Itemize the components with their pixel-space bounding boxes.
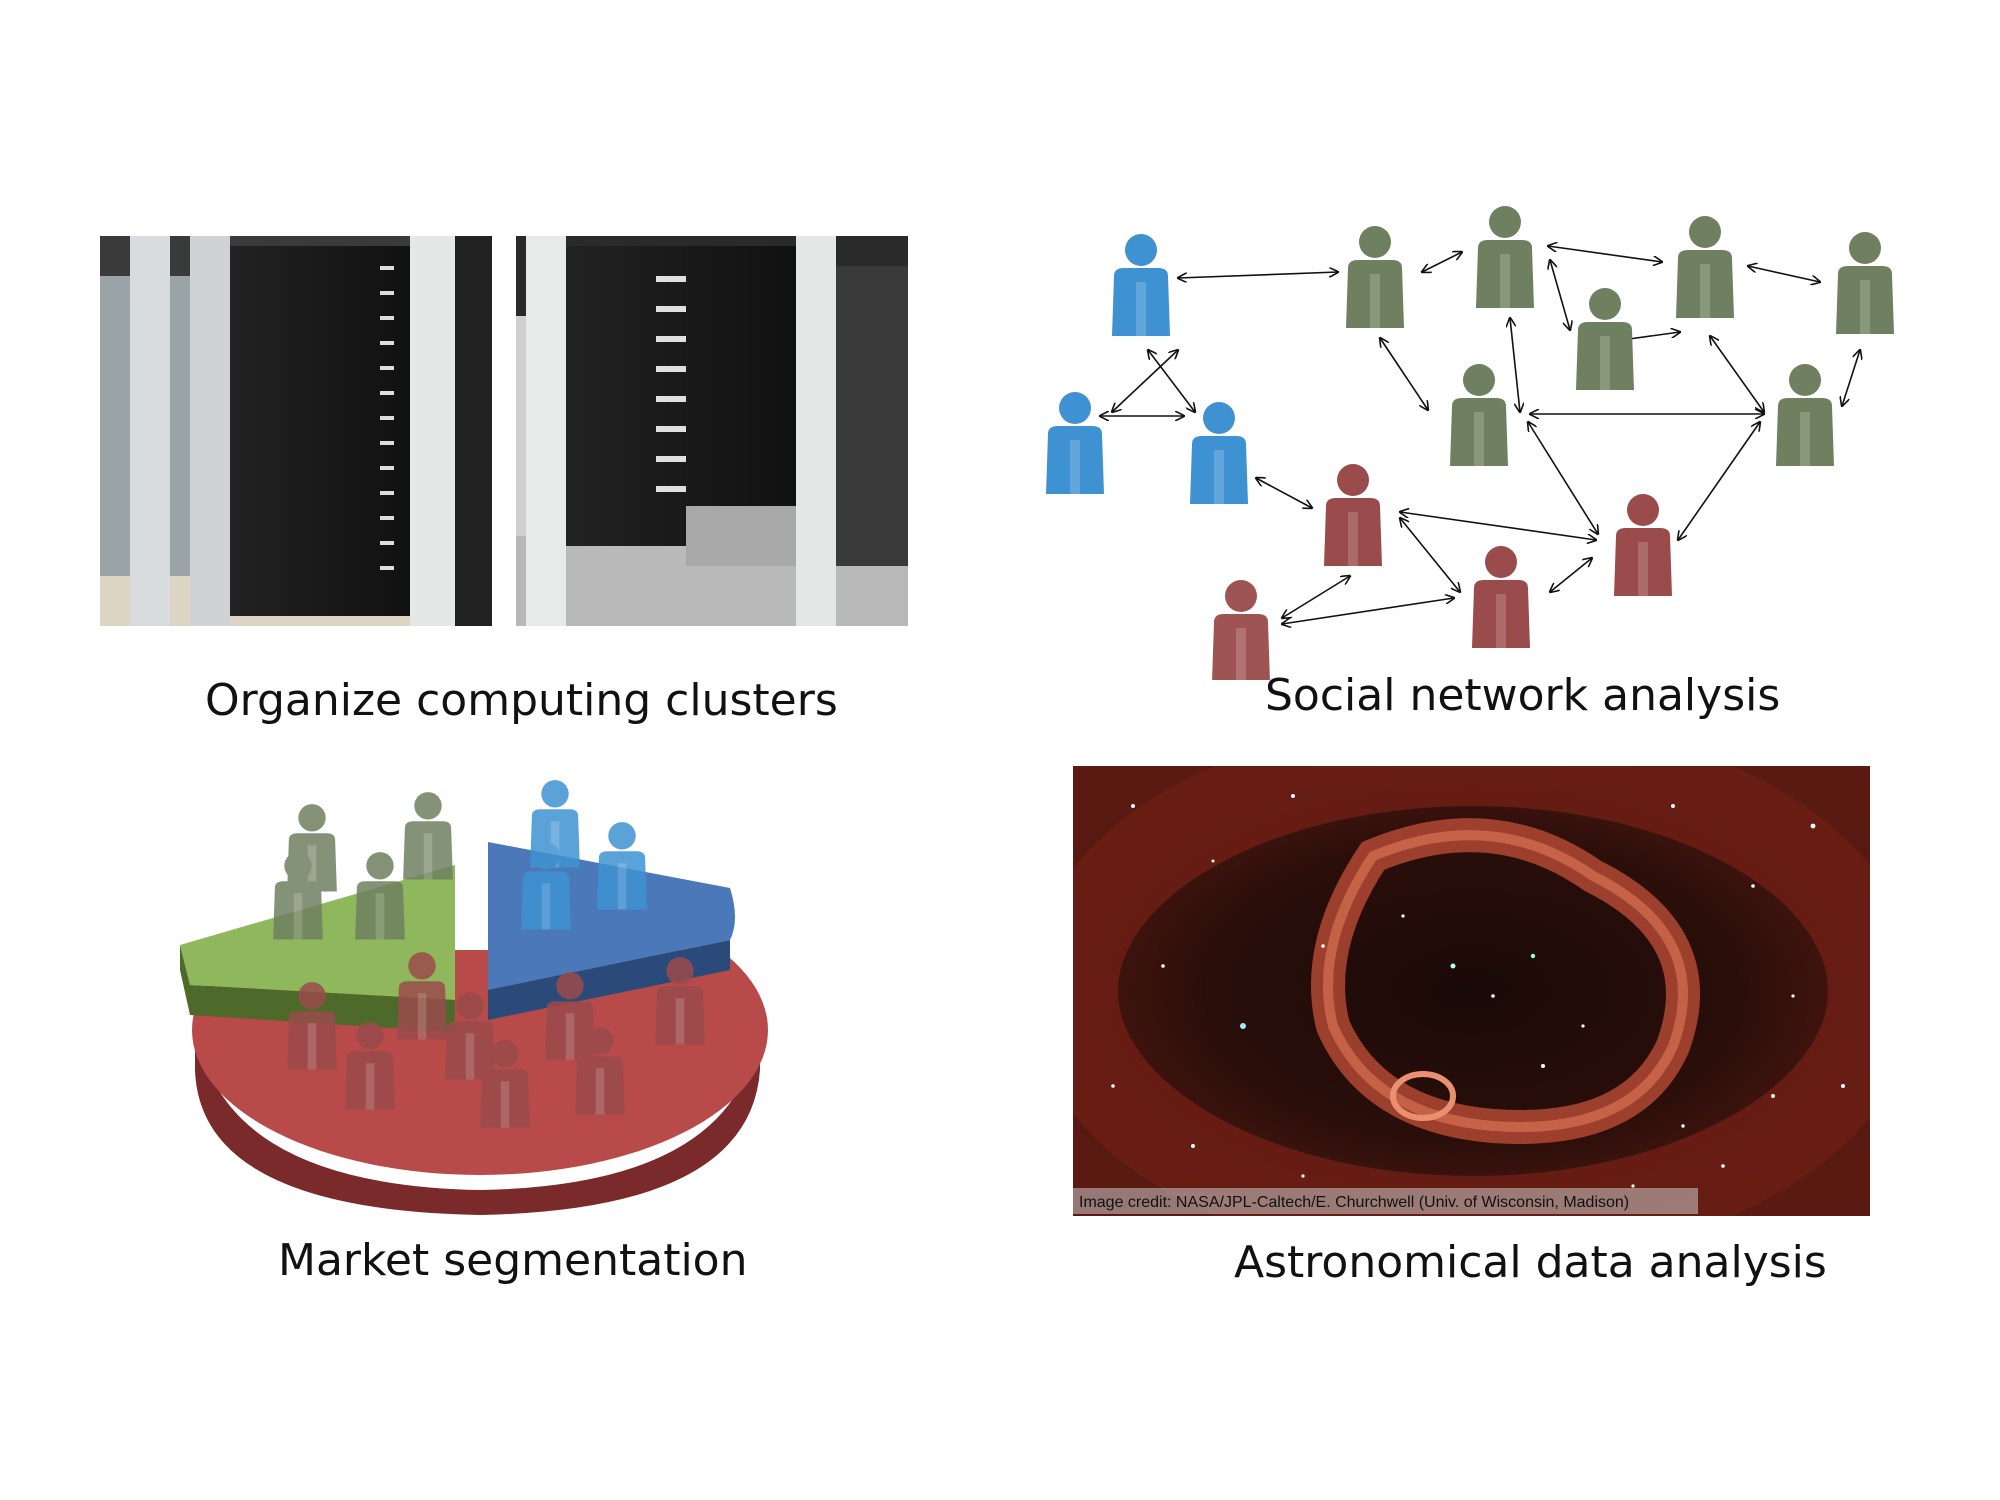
network-edges bbox=[1100, 246, 1860, 624]
image-credit: Image credit: NASA/JPL-Caltech/E. Church… bbox=[1079, 1194, 1629, 1211]
server-rack-photo-right bbox=[516, 236, 908, 626]
credit-strip bbox=[1073, 1188, 1698, 1214]
segmentation-pie bbox=[180, 780, 768, 1215]
red-person-icon bbox=[1324, 464, 1382, 566]
green-person-icon bbox=[1836, 232, 1894, 334]
social-network-graph bbox=[1046, 206, 1894, 680]
green-person-icon bbox=[1576, 288, 1634, 390]
green-person-icon bbox=[1450, 364, 1508, 466]
social-caption: Social network analysis bbox=[1265, 670, 1781, 721]
clusters-panel bbox=[100, 236, 908, 626]
green-person-icon bbox=[1676, 216, 1734, 318]
nebula-image: Image credit: NASA/JPL-Caltech/E. Church… bbox=[1073, 766, 1870, 1216]
social-network-panel bbox=[1030, 200, 1910, 680]
green-person-icon bbox=[1346, 226, 1404, 328]
server-rack-photo-left bbox=[100, 236, 492, 626]
green-person-icon bbox=[1776, 364, 1834, 466]
blue-person-icon bbox=[1190, 402, 1248, 504]
server-rack-photos bbox=[100, 236, 908, 626]
blue-person-icon bbox=[1112, 234, 1170, 336]
astro-panel: Image credit: NASA/JPL-Caltech/E. Church… bbox=[1073, 766, 1870, 1216]
market-caption: Market segmentation bbox=[278, 1235, 748, 1286]
market-panel bbox=[170, 770, 770, 1220]
network-people bbox=[1046, 206, 1894, 680]
clusters-caption: Organize computing clusters bbox=[205, 675, 838, 726]
green-person-icon bbox=[1476, 206, 1534, 308]
blue-person-icon bbox=[1046, 392, 1104, 494]
red-person-icon bbox=[1212, 580, 1270, 680]
red-person-icon bbox=[1472, 546, 1530, 648]
astro-caption: Astronomical data analysis bbox=[1234, 1237, 1827, 1288]
red-person-icon bbox=[1614, 494, 1672, 596]
